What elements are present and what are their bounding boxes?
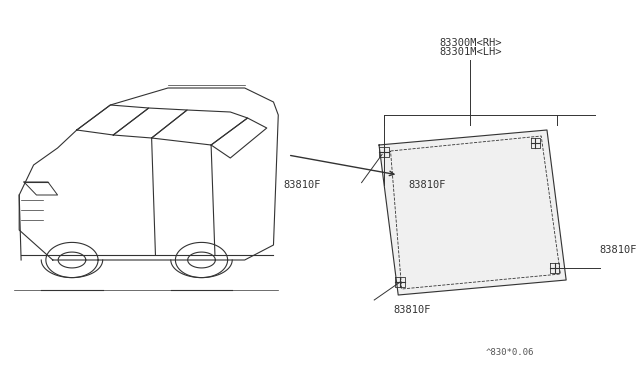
Text: 83810F: 83810F [283, 180, 321, 190]
Text: 83810F: 83810F [394, 305, 431, 315]
Text: 83300M<RH>: 83300M<RH> [439, 38, 501, 48]
Text: 83810F: 83810F [600, 245, 637, 255]
Text: ^830*0.06: ^830*0.06 [486, 348, 534, 357]
Polygon shape [379, 130, 566, 295]
Text: 83810F: 83810F [408, 180, 445, 190]
Text: 83301M<LH>: 83301M<LH> [439, 47, 501, 57]
